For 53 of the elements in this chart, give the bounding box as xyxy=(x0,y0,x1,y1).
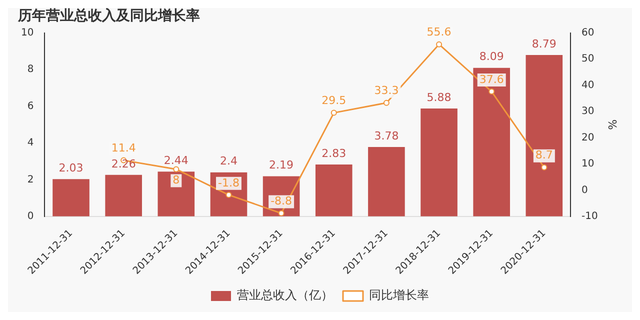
data-label: 2.44 xyxy=(164,154,188,167)
y2-tick-label: 10 xyxy=(581,158,594,170)
y2-tick-label: 20 xyxy=(581,132,594,144)
y-tick-label: 6 xyxy=(27,100,34,112)
point xyxy=(278,210,284,216)
point xyxy=(541,164,548,170)
chart-title: 历年营业总收入及同比增长率 xyxy=(17,7,200,24)
data-label: 8.79 xyxy=(532,37,556,50)
data-label: 2.83 xyxy=(322,146,346,160)
data-label: 55.6 xyxy=(426,26,452,39)
point xyxy=(488,88,495,95)
y2-axis-title: % xyxy=(606,119,619,130)
bar xyxy=(473,68,510,216)
data-label: -8.8 xyxy=(270,194,292,208)
data-label: 8 xyxy=(172,174,180,187)
data-label: 8.09 xyxy=(479,50,504,64)
data-label: 2.03 xyxy=(58,162,84,175)
bar xyxy=(526,55,563,216)
data-label: 37.6 xyxy=(479,72,504,86)
y2-tick-label: -10 xyxy=(581,211,598,222)
y2-tick-label: 60 xyxy=(581,27,594,38)
bar xyxy=(105,174,142,216)
data-label: 2.4 xyxy=(220,154,238,168)
bar xyxy=(315,164,352,216)
y-tick-label: 2 xyxy=(27,174,34,186)
y-tick-label: 0 xyxy=(27,211,34,222)
point xyxy=(330,110,337,116)
data-label: 8.7 xyxy=(535,148,553,162)
y2-tick-label: 50 xyxy=(581,54,594,65)
bar xyxy=(158,172,195,216)
y2-tick-label: 40 xyxy=(581,80,594,91)
data-label: 3.78 xyxy=(374,129,399,142)
legend-label: 同比增长率 xyxy=(369,288,429,302)
bar xyxy=(52,179,90,216)
data-label: 29.5 xyxy=(322,94,346,108)
y2-tick-label: 0 xyxy=(581,184,588,196)
point xyxy=(383,100,390,106)
y-tick-label: 8 xyxy=(27,64,34,76)
point xyxy=(226,192,232,198)
point xyxy=(436,41,442,48)
bar xyxy=(420,108,458,216)
point xyxy=(173,166,180,172)
data-label: 2.19 xyxy=(269,158,294,172)
legend-label: 营业总收入（亿） xyxy=(237,288,333,302)
data-label: 11.4 xyxy=(111,142,136,155)
bar xyxy=(368,147,405,216)
data-label: 5.88 xyxy=(426,90,452,104)
data-label: -1.8 xyxy=(218,176,240,190)
y-tick-label: 10 xyxy=(20,27,34,38)
y2-tick-label: 30 xyxy=(581,106,594,118)
data-label: 2.26 xyxy=(111,157,136,170)
y-tick-label: 4 xyxy=(27,138,34,149)
data-label: 33.3 xyxy=(374,84,399,98)
